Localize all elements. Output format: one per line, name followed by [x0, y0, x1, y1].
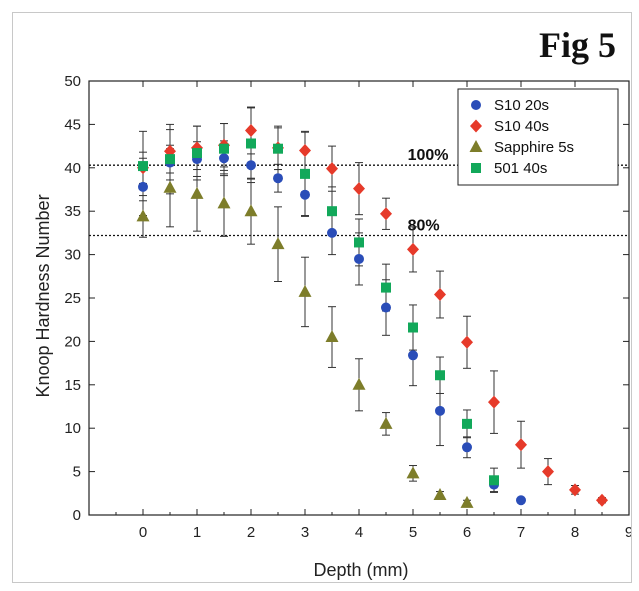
knoop-hardness-chart: Fig 5 0 1 2 3 4 5 6 7 8 905101520253035404550100%… [33, 25, 631, 580]
data-point-triangle [136, 209, 150, 222]
data-point-triangle [271, 237, 285, 250]
legend-label: S10 20s [494, 97, 549, 114]
y-tick-label: 0 [73, 507, 81, 524]
y-tick-label: 5 [73, 464, 81, 481]
x-tick-label: 3 [301, 524, 309, 541]
x-tick-label: 4 [355, 524, 363, 541]
figure-label: Fig 5 [539, 25, 616, 65]
data-point-triangle [190, 186, 204, 199]
reference-label-100: 100% [408, 147, 449, 164]
data-point-square [192, 148, 202, 159]
data-point-circle [138, 181, 148, 192]
data-point-triangle [379, 416, 393, 429]
y-tick-label: 45 [64, 116, 81, 133]
data-point-square [219, 143, 229, 154]
data-point-diamond [245, 123, 257, 137]
data-point-square [246, 138, 256, 149]
data-point-square [381, 282, 391, 293]
data-point-circle [435, 405, 445, 416]
data-point-circle [354, 253, 364, 264]
data-point-square [462, 418, 472, 429]
legend-label: Sapphire 5s [494, 139, 574, 156]
y-tick-label: 10 [64, 420, 81, 437]
data-point-circle [516, 495, 526, 506]
reference-label-80: 80% [408, 218, 440, 235]
data-point-square [300, 168, 310, 179]
data-point-square [165, 154, 175, 165]
data-point-circle [273, 173, 283, 184]
data-point-circle [327, 227, 337, 238]
data-point-diamond [326, 162, 338, 176]
plot-area: 0 1 2 3 4 5 6 7 8 905101520253035404550100%80%S10… [64, 73, 631, 541]
data-point-square [138, 161, 148, 172]
data-point-square [354, 237, 364, 248]
x-tick-label: 7 [517, 524, 525, 541]
data-point-square [408, 322, 418, 333]
x-axis-title: Depth (mm) [313, 560, 408, 580]
x-tick-label: 1 [193, 524, 201, 541]
data-point-circle [219, 153, 229, 164]
data-point-square [435, 370, 445, 381]
legend-label: S10 40s [494, 118, 549, 135]
data-point-diamond [434, 288, 446, 302]
x-tick-label: 2 [247, 524, 255, 541]
data-point-triangle [163, 180, 177, 193]
data-point-circle [408, 350, 418, 361]
data-point-diamond [488, 395, 500, 409]
data-point-diamond [515, 438, 527, 452]
data-point-square [327, 206, 337, 217]
legend-marker-triangle [469, 140, 483, 152]
y-tick-label: 15 [64, 377, 81, 394]
data-point-square [273, 143, 283, 154]
data-point-square [489, 475, 499, 486]
y-tick-label: 20 [64, 333, 81, 350]
legend-marker-diamond [470, 119, 482, 133]
data-point-diamond [569, 483, 581, 497]
y-tick-label: 30 [64, 247, 81, 264]
data-point-triangle [352, 377, 366, 390]
legend-marker-circle [471, 100, 481, 110]
legend-label: 501 40s [494, 160, 547, 177]
x-tick-label: 5 [409, 524, 417, 541]
x-tick-label: 9 [625, 524, 631, 541]
data-point-diamond [461, 335, 473, 349]
figure-frame: Fig 5 0 1 2 3 4 5 6 7 8 9 0 5 10 15 20 25 30 35 40 45 50 100%… [12, 12, 632, 583]
data-point-circle [246, 160, 256, 171]
x-tick-label: 0 [139, 524, 147, 541]
data-point-triangle [298, 284, 312, 297]
data-point-diamond [299, 143, 311, 157]
x-tick-label: 6 [463, 524, 471, 541]
legend-marker-square [471, 163, 481, 173]
data-point-triangle [325, 330, 339, 343]
data-point-triangle [406, 466, 420, 479]
data-point-triangle [460, 495, 474, 508]
data-point-diamond [353, 182, 365, 196]
y-tick-label: 50 [64, 73, 81, 90]
x-tick-label: 8 [571, 524, 579, 541]
data-point-circle [462, 442, 472, 453]
legend-box [457, 88, 619, 186]
data-point-circle [381, 302, 391, 313]
y-axis-title: Knoop Hardness Number [33, 194, 53, 397]
data-point-circle [300, 189, 310, 200]
y-tick-label: 40 [64, 160, 81, 177]
data-point-diamond [596, 493, 608, 507]
data-point-triangle [433, 488, 447, 501]
y-tick-label: 35 [64, 203, 81, 220]
data-point-triangle [244, 204, 258, 217]
data-point-diamond [380, 207, 392, 221]
data-point-triangle [217, 196, 231, 209]
y-tick-label: 25 [64, 290, 81, 307]
data-point-diamond [542, 465, 554, 479]
data-point-diamond [407, 242, 419, 256]
